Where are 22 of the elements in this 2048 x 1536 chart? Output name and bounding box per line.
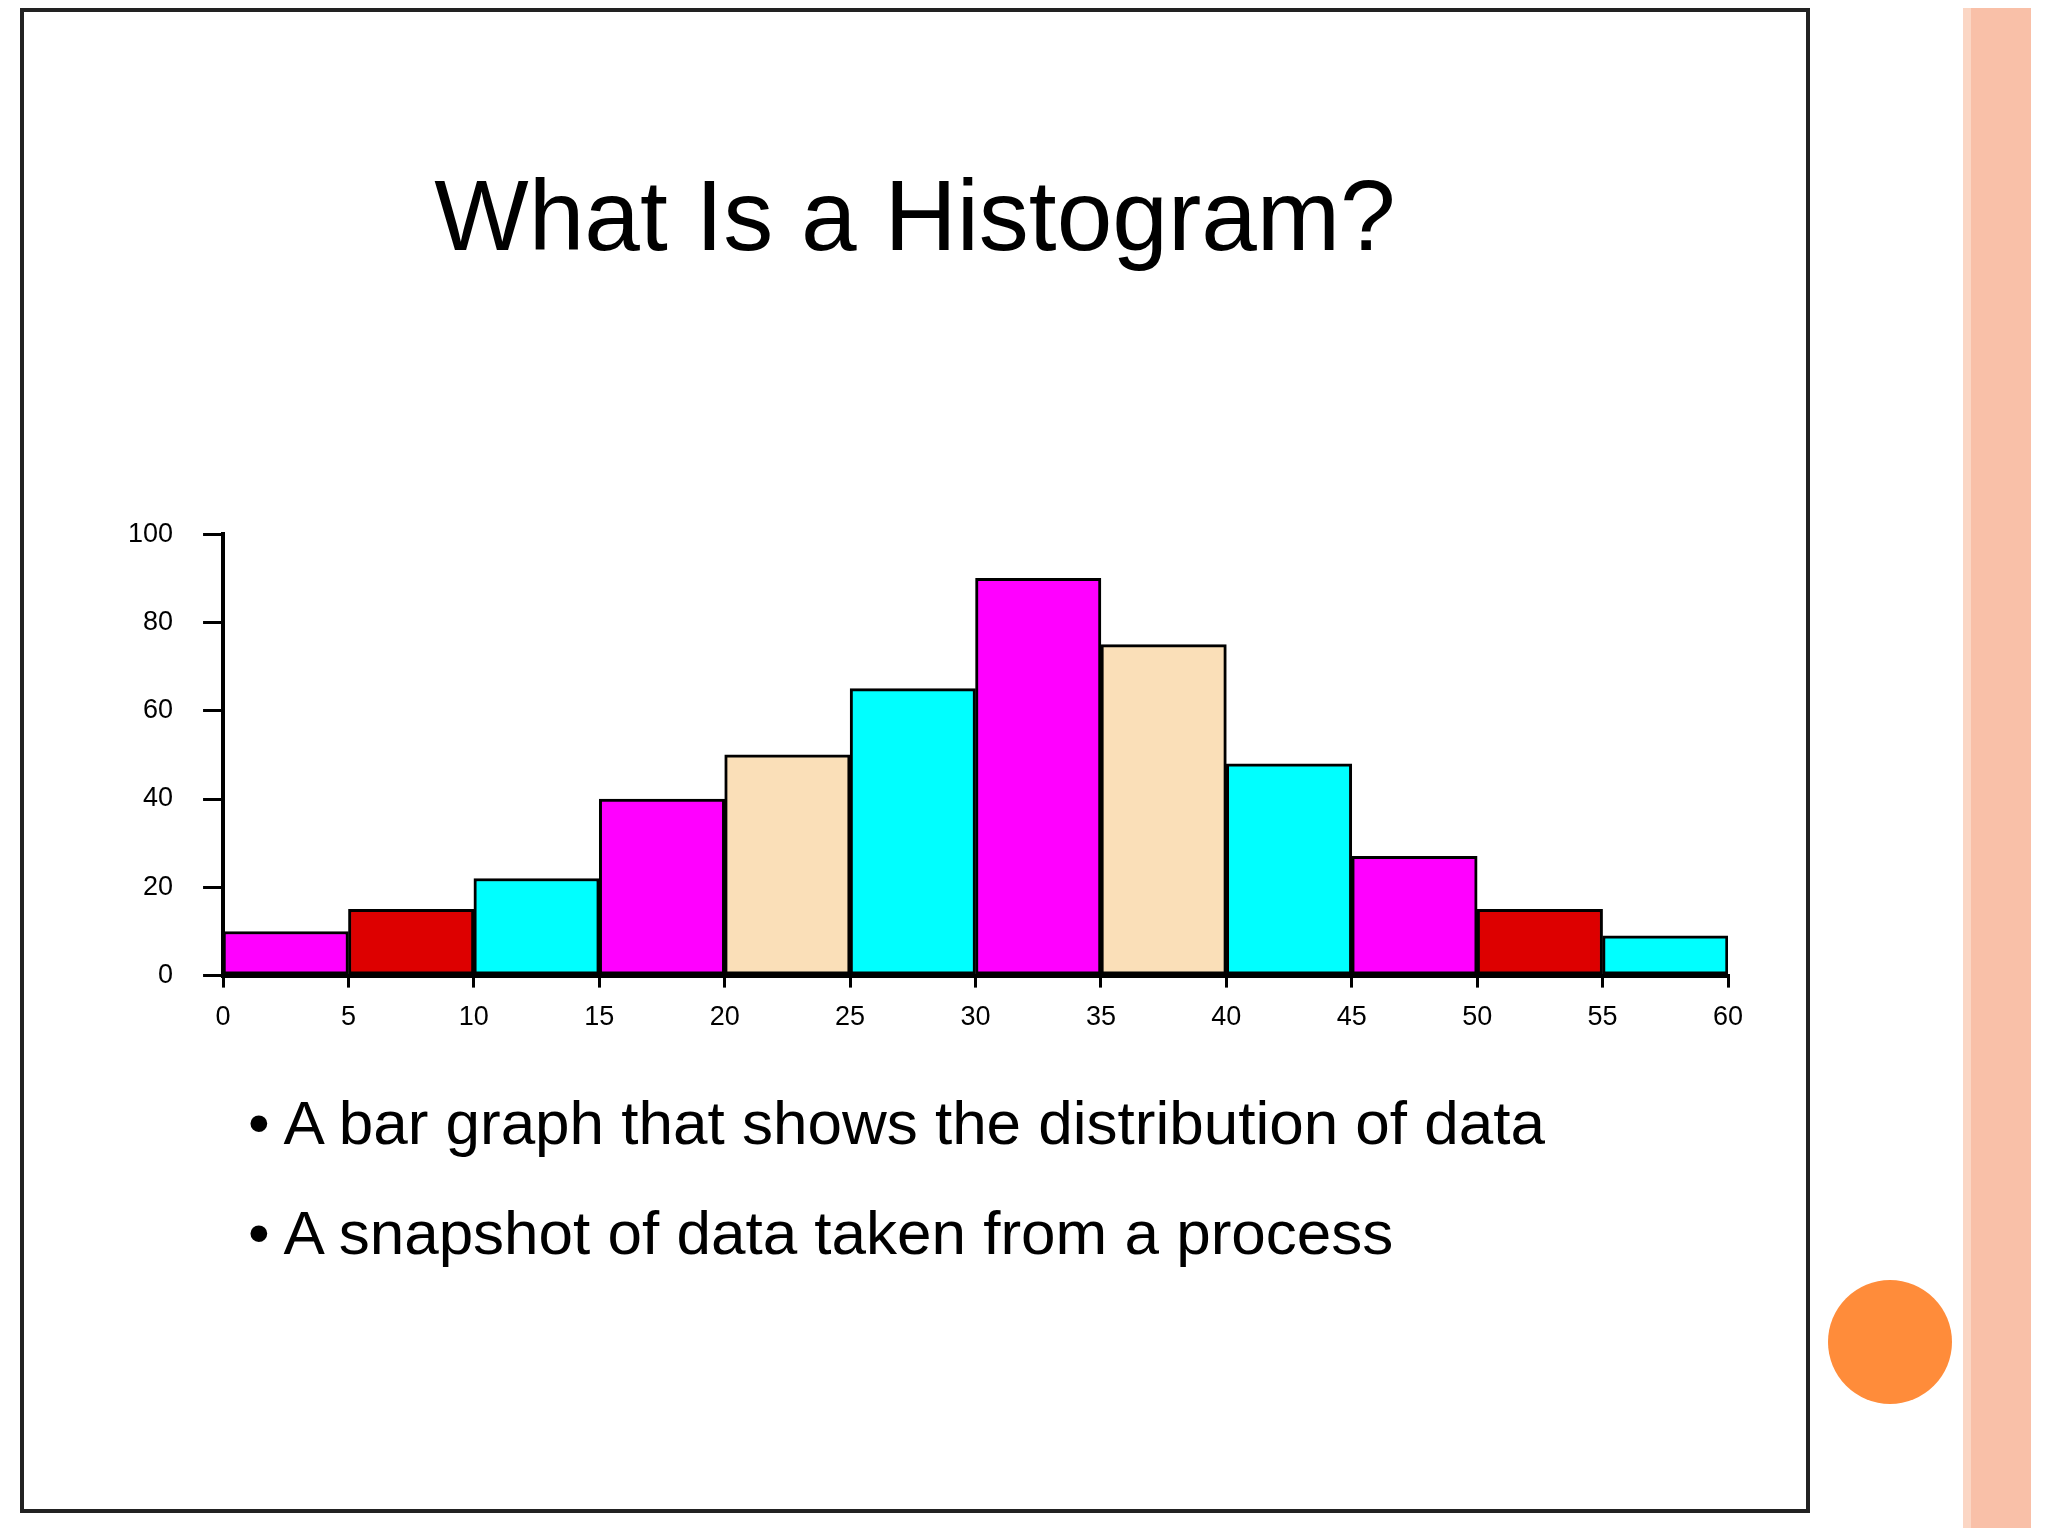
y-tick-label: 80 [143, 605, 174, 636]
y-tick-label: 60 [143, 694, 174, 725]
y-tick-label: 40 [143, 782, 174, 813]
x-tick-label: 30 [960, 1001, 991, 1032]
x-tick-label: 40 [1211, 1001, 1242, 1032]
x-tick-label: 45 [1336, 1001, 1367, 1032]
y-tick-label: 100 [127, 517, 174, 548]
y-tick-label: 0 [158, 959, 174, 990]
x-tick-label: 5 [340, 1001, 356, 1032]
x-tick-label: 0 [215, 1001, 231, 1032]
x-tick-label: 10 [458, 1001, 489, 1032]
x-tick-label: 50 [1462, 1001, 1493, 1032]
x-tick-label: 60 [1712, 1001, 1744, 1032]
x-tick-label: 20 [709, 1001, 740, 1032]
text: • A bar graph that shows the distribution of data [248, 1087, 1545, 1159]
x-tick-label: 35 [1085, 1001, 1116, 1032]
chart-title: What Is a Histogram? [433, 158, 1397, 273]
x-tick-label: 15 [584, 1001, 615, 1032]
y-tick-label: 20 [143, 870, 174, 901]
x-tick-label: 25 [835, 1001, 866, 1032]
x-tick-label: 55 [1587, 1001, 1618, 1032]
text: • A snapshot of data taken from a process [248, 1197, 1395, 1269]
